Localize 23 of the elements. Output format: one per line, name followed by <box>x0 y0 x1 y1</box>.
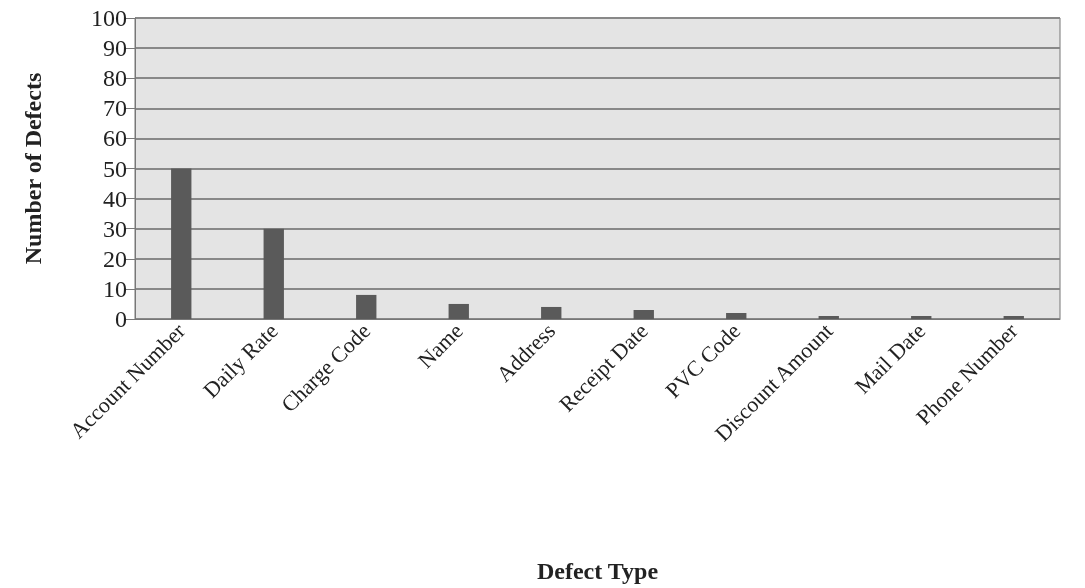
bar <box>1003 315 1024 319</box>
y-tick-label: 100 <box>91 5 127 31</box>
bar <box>171 168 192 319</box>
y-tick-label: 60 <box>103 125 127 152</box>
y-tick-label: 30 <box>103 215 127 242</box>
y-tick-label: 90 <box>103 35 127 62</box>
bar <box>356 294 377 319</box>
y-axis-title: Number of Defects <box>20 72 46 265</box>
x-axis-title: Defect Type <box>536 558 659 584</box>
bar <box>726 312 747 319</box>
y-tick-label: 20 <box>103 245 127 272</box>
bar <box>818 315 839 319</box>
bar <box>541 306 562 319</box>
y-tick-label: 40 <box>103 185 127 212</box>
y-tick-label: 50 <box>103 155 127 182</box>
bar <box>633 309 654 319</box>
y-tick-label: 70 <box>103 95 127 122</box>
bar <box>911 315 932 319</box>
bar <box>263 228 284 319</box>
y-tick-label: 0 <box>115 306 127 332</box>
bar <box>448 303 469 319</box>
y-tick-label: 80 <box>103 65 127 92</box>
y-tick-label: 10 <box>103 275 127 302</box>
